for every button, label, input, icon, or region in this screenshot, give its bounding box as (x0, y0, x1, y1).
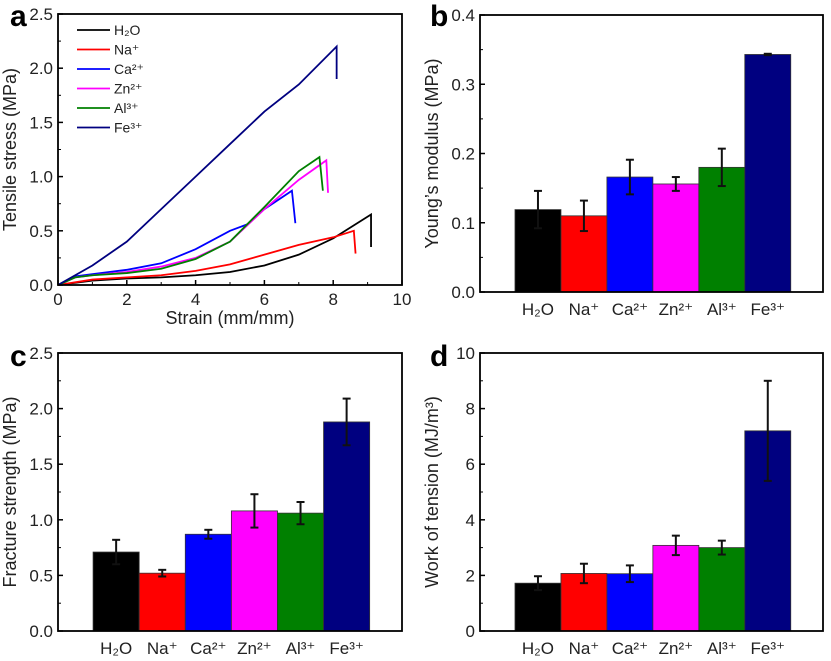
bar (652, 183, 700, 293)
y-axis-label: Fracture strength (MPa) (0, 396, 20, 587)
legend-label: Al³⁺ (114, 100, 139, 116)
legend-label: H₂O (114, 22, 141, 38)
x-tick-label: H₂O (100, 639, 132, 658)
panel-label: d (430, 340, 448, 373)
bar (230, 510, 278, 632)
y-tick-label: 2.5 (29, 344, 53, 363)
series-line (57, 155, 324, 286)
y-tick-label: 1.5 (29, 455, 53, 474)
x-tick-label: Fe³⁺ (329, 639, 363, 658)
y-tick-label: 2 (466, 566, 475, 585)
panel-d: d 0 2 4 6 8 10 Work of tension (MJ/m³) H₂O Na⁺ Ca²… (422, 340, 824, 658)
y-tick-label: 10 (456, 344, 475, 363)
x-tick-label: H₂O (522, 639, 554, 658)
legend-label: Fe³⁺ (114, 120, 142, 136)
panel-label: a (10, 0, 27, 33)
y-tick-label: 0.4 (451, 6, 475, 25)
y-axis-label: Tensile stress (MPa) (0, 68, 20, 231)
y-tick-label: 0.0 (451, 283, 475, 302)
legend-label: Na⁺ (114, 42, 139, 58)
y-tick-label: 1.0 (29, 511, 53, 530)
x-tick-label: Fe³⁺ (751, 300, 785, 319)
x-tick-label: Na⁺ (569, 300, 600, 319)
x-tick-label: Na⁺ (147, 639, 178, 658)
panel-c: c 0.0 0.5 1.0 1.5 2.0 2.5 Fracture strength (MP… (0, 340, 403, 658)
x-tick-label: Ca²⁺ (612, 639, 648, 658)
x-tick-label: H₂O (522, 300, 554, 319)
y-tick-label: 0.5 (29, 566, 53, 585)
y-tick-label: 0 (466, 622, 475, 641)
x-tick-label: 10 (393, 290, 412, 309)
bar (744, 54, 792, 293)
bar (138, 572, 186, 632)
y-tick-label: 1.5 (29, 113, 53, 132)
bar (698, 547, 746, 632)
x-tick-label: 2 (122, 290, 131, 309)
y-tick-label: 2.5 (29, 5, 53, 24)
plot-frame (479, 352, 824, 632)
y-tick-label: 2.0 (29, 400, 53, 419)
y-tick-label: 0.2 (451, 145, 475, 164)
x-tick-label: Ca²⁺ (190, 639, 226, 658)
y-tick-label: 8 (466, 400, 475, 419)
plot-frame (57, 13, 403, 286)
x-tick-label: Fe³⁺ (751, 639, 785, 658)
panel-b: b 0.0 0.1 0.2 0.3 0.4 Young’s modulus (MPa) H₂O… (422, 0, 824, 319)
bar (652, 544, 700, 632)
x-tick-label: Zn²⁺ (659, 639, 693, 658)
legend-label: Zn²⁺ (114, 81, 142, 97)
x-tick-label: Al³⁺ (707, 639, 737, 658)
plot-frame (479, 14, 824, 293)
y-axis-label: Work of tension (MJ/m³) (422, 396, 442, 588)
bar (323, 421, 371, 632)
x-tick-label: 6 (260, 290, 269, 309)
x-tick-label: 0 (53, 290, 62, 309)
x-tick-label: Zn²⁺ (659, 300, 693, 319)
legend-label: Ca²⁺ (114, 61, 144, 77)
y-tick-label: 0.0 (29, 622, 53, 641)
y-tick-label: 0.5 (29, 222, 53, 241)
x-tick-label: Na⁺ (569, 639, 600, 658)
bar (606, 176, 654, 293)
x-tick-label: 4 (191, 290, 200, 309)
panel-a: a 0.0 0.5 1.0 1.5 2.0 2.5 Tensile stress (MPa) 0… (0, 0, 411, 328)
y-tick-label: 6 (466, 455, 475, 474)
x-tick-label: Zn²⁺ (237, 639, 271, 658)
series-line (57, 44, 338, 286)
y-tick-label: 0.1 (451, 214, 475, 233)
x-tick-label: Al³⁺ (707, 300, 737, 319)
x-tick-label: 8 (328, 290, 337, 309)
x-tick-label: Ca²⁺ (612, 300, 648, 319)
y-tick-label: 2.0 (29, 59, 53, 78)
panel-label: c (10, 340, 27, 373)
bar (184, 533, 232, 632)
y-tick-label: 4 (466, 511, 475, 530)
series-line (57, 189, 297, 286)
y-tick-label: 0.0 (29, 276, 53, 295)
bar (277, 512, 324, 632)
series-line (57, 212, 372, 286)
panel-label: b (430, 0, 448, 33)
series-line (57, 229, 357, 286)
y-tick-label: 0.3 (451, 75, 475, 94)
plot-frame (57, 352, 403, 632)
y-tick-label: 1.0 (29, 168, 53, 187)
x-tick-label: Al³⁺ (286, 639, 316, 658)
x-axis-label: Strain (mm/mm) (166, 308, 295, 328)
y-axis-label: Young’s modulus (MPa) (422, 58, 442, 248)
